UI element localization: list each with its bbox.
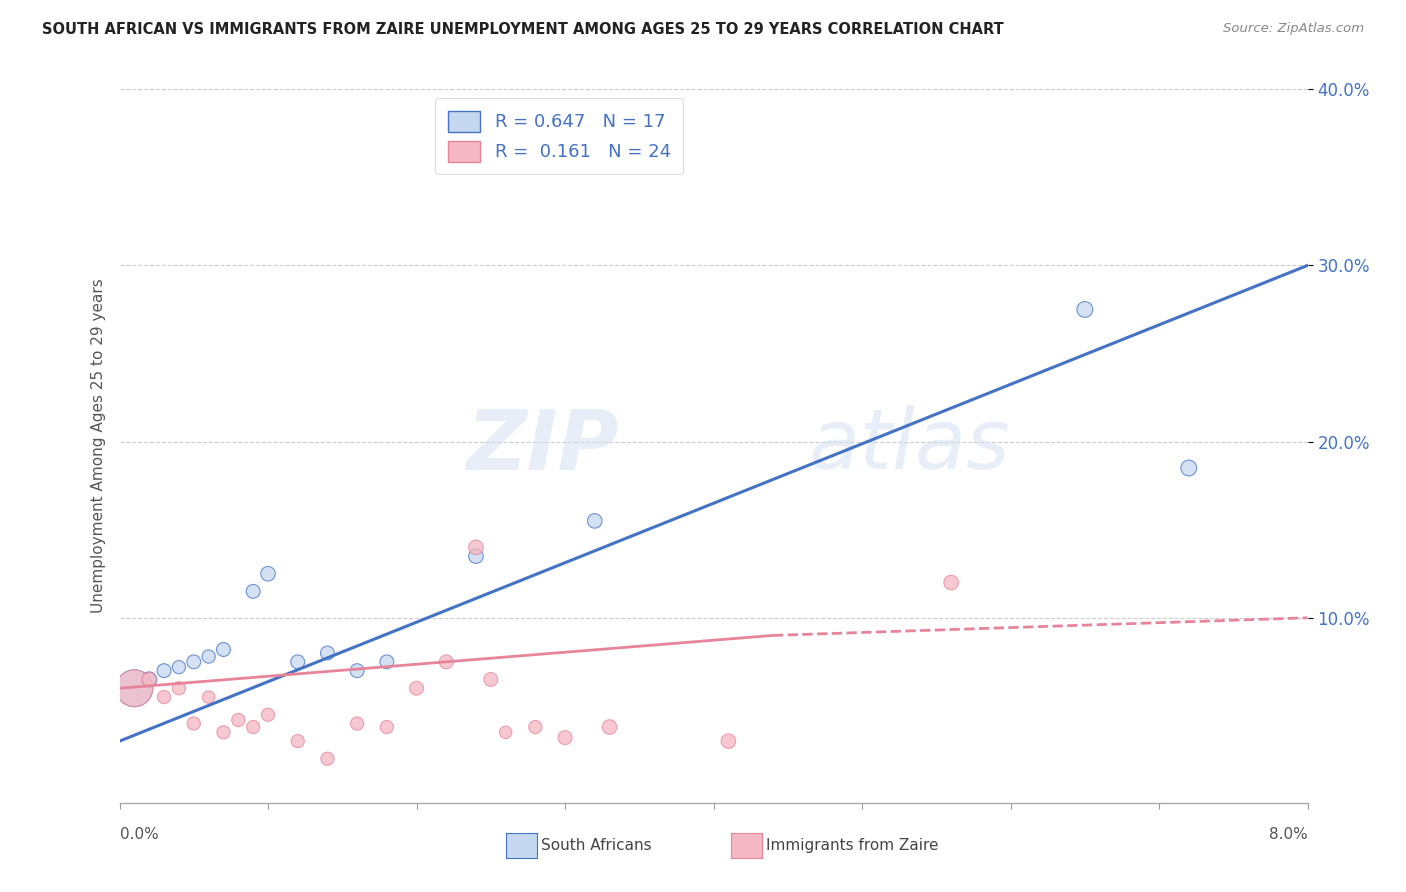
Point [124, 681, 146, 696]
Text: ZIP: ZIP [465, 406, 619, 486]
Point [464, 549, 488, 563]
Point [167, 681, 190, 696]
Point [1178, 461, 1201, 475]
Text: South Africans: South Africans [541, 838, 652, 853]
Point [287, 734, 309, 748]
Point [228, 713, 250, 727]
Text: atlas: atlas [808, 406, 1011, 486]
Point [939, 575, 962, 590]
Point [405, 681, 427, 696]
Point [242, 584, 264, 599]
Point [197, 690, 219, 704]
Point [167, 660, 190, 674]
Point [316, 752, 339, 766]
Point [138, 673, 160, 687]
Text: Immigrants from Zaire: Immigrants from Zaire [766, 838, 939, 853]
Point [212, 725, 235, 739]
Point [197, 649, 219, 664]
Text: Source: ZipAtlas.com: Source: ZipAtlas.com [1223, 22, 1364, 36]
Text: 0.0%: 0.0% [120, 827, 159, 841]
Point [717, 734, 740, 748]
Point [375, 655, 398, 669]
Point [153, 690, 176, 704]
Point [183, 655, 205, 669]
Point [242, 720, 264, 734]
Point [554, 731, 576, 745]
Point [183, 716, 205, 731]
Text: SOUTH AFRICAN VS IMMIGRANTS FROM ZAIRE UNEMPLOYMENT AMONG AGES 25 TO 29 YEARS CO: SOUTH AFRICAN VS IMMIGRANTS FROM ZAIRE U… [42, 22, 1004, 37]
Point [495, 725, 517, 739]
Legend: R = 0.647   N = 17, R =  0.161   N = 24: R = 0.647 N = 17, R = 0.161 N = 24 [434, 98, 683, 174]
Y-axis label: Unemployment Among Ages 25 to 29 years: Unemployment Among Ages 25 to 29 years [90, 278, 105, 614]
Point [346, 664, 368, 678]
Point [212, 642, 235, 657]
Point [464, 541, 488, 555]
Point [138, 673, 160, 687]
Point [257, 707, 280, 722]
Point [479, 673, 502, 687]
Point [1074, 302, 1097, 317]
Point [153, 664, 176, 678]
Point [257, 566, 280, 581]
Point [316, 646, 339, 660]
Point [524, 720, 547, 734]
Point [287, 655, 309, 669]
Point [583, 514, 606, 528]
Point [375, 720, 398, 734]
Text: 8.0%: 8.0% [1268, 827, 1308, 841]
Point [434, 655, 457, 669]
Point [599, 720, 621, 734]
Point [124, 681, 146, 696]
Point [346, 716, 368, 731]
